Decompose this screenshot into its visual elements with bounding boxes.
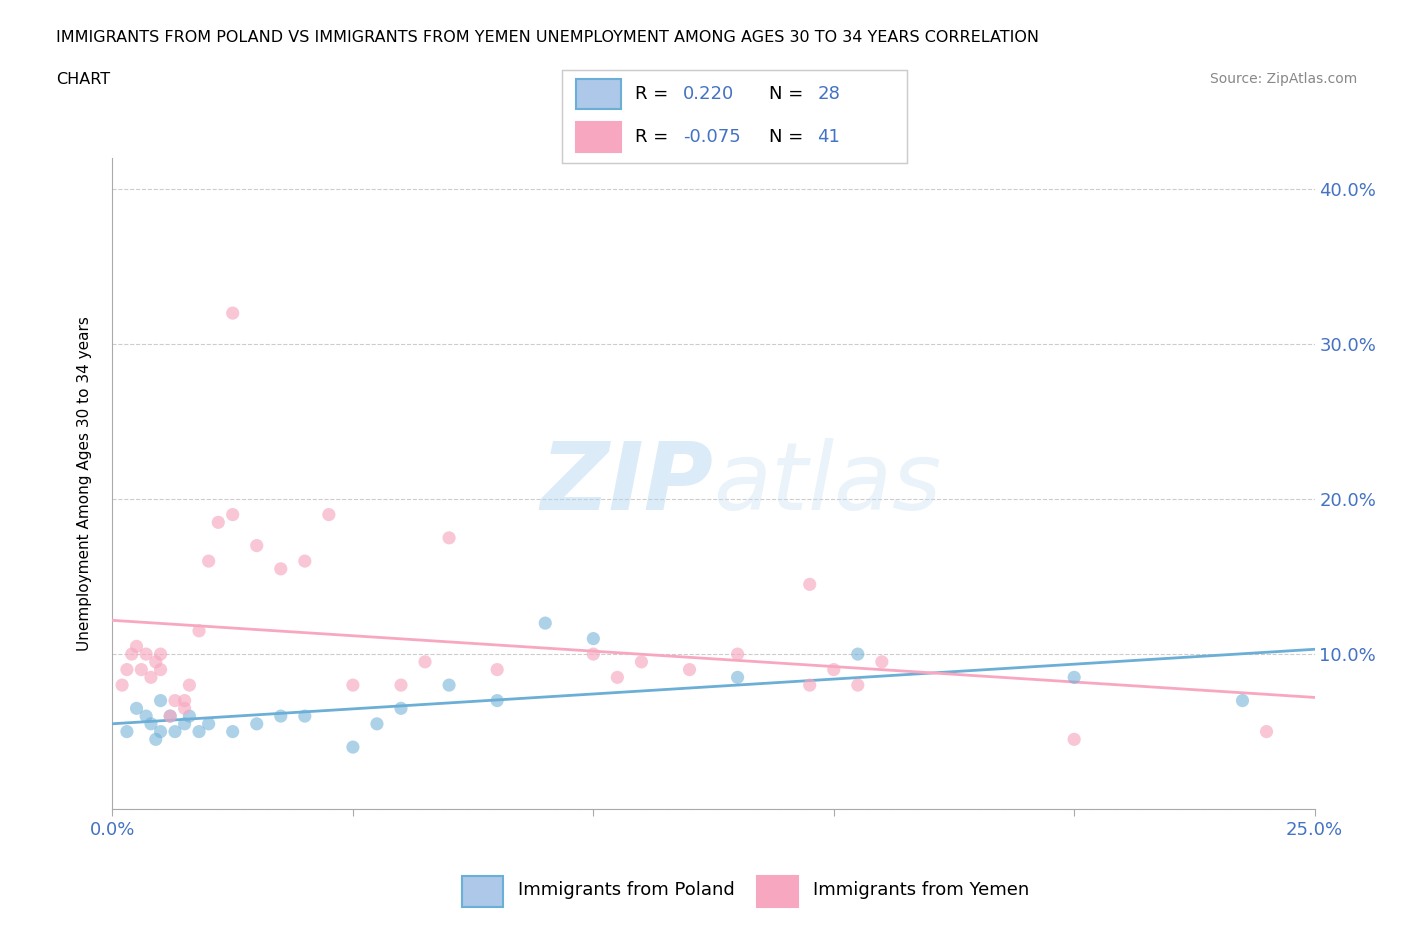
Point: [870, 655, 893, 670]
Text: Source: ZipAtlas.com: Source: ZipAtlas.com: [1209, 72, 1357, 86]
Text: CHART: CHART: [56, 72, 110, 86]
Point: [437, 678, 460, 693]
Point: [727, 670, 749, 684]
Point: [197, 553, 219, 568]
Point: [318, 507, 340, 522]
Point: [1232, 693, 1254, 708]
Text: Immigrants from Yemen: Immigrants from Yemen: [813, 882, 1029, 899]
Text: 28: 28: [817, 85, 841, 103]
Point: [188, 724, 211, 739]
Point: [197, 716, 219, 731]
Point: [246, 538, 269, 553]
Point: [630, 655, 652, 670]
Point: [727, 646, 749, 661]
Point: [135, 709, 157, 724]
Point: [678, 662, 700, 677]
Point: [342, 739, 364, 754]
Text: ZIP: ZIP: [541, 438, 713, 529]
Point: [413, 655, 436, 670]
Point: [163, 724, 186, 739]
Point: [222, 724, 245, 739]
Point: [366, 716, 388, 731]
Point: [125, 701, 148, 716]
Text: 0.220: 0.220: [683, 85, 734, 103]
Bar: [576, 79, 621, 109]
Point: [799, 577, 821, 591]
Point: [846, 678, 869, 693]
Point: [111, 678, 134, 693]
Bar: [461, 876, 503, 907]
Point: [222, 507, 245, 522]
Point: [270, 562, 292, 577]
Point: [145, 655, 167, 670]
Y-axis label: Unemployment Among Ages 30 to 34 years: Unemployment Among Ages 30 to 34 years: [77, 316, 91, 651]
Point: [159, 709, 181, 724]
Point: [222, 306, 245, 321]
Point: [294, 553, 316, 568]
Bar: [756, 876, 799, 907]
Point: [846, 646, 869, 661]
Point: [582, 631, 605, 646]
Point: [342, 678, 364, 693]
Point: [125, 639, 148, 654]
Text: Immigrants from Poland: Immigrants from Poland: [517, 882, 734, 899]
Point: [149, 646, 172, 661]
Point: [139, 716, 162, 731]
Point: [486, 662, 509, 677]
Text: R =: R =: [634, 85, 668, 103]
Point: [188, 623, 211, 638]
Point: [159, 709, 181, 724]
Point: [606, 670, 628, 684]
Point: [135, 646, 157, 661]
Point: [270, 709, 292, 724]
Text: R =: R =: [634, 127, 668, 146]
Point: [1256, 724, 1278, 739]
Point: [121, 646, 143, 661]
Point: [149, 693, 172, 708]
Point: [534, 616, 557, 631]
Point: [115, 724, 138, 739]
Point: [149, 724, 172, 739]
Point: [139, 670, 162, 684]
Point: [179, 709, 201, 724]
Point: [437, 530, 460, 545]
Text: N =: N =: [769, 85, 803, 103]
Point: [389, 701, 412, 716]
Point: [173, 716, 195, 731]
Point: [173, 701, 195, 716]
Point: [294, 709, 316, 724]
Text: N =: N =: [769, 127, 803, 146]
Text: -0.075: -0.075: [683, 127, 741, 146]
Point: [246, 716, 269, 731]
Text: IMMIGRANTS FROM POLAND VS IMMIGRANTS FROM YEMEN UNEMPLOYMENT AMONG AGES 30 TO 34: IMMIGRANTS FROM POLAND VS IMMIGRANTS FRO…: [56, 30, 1039, 45]
Point: [149, 662, 172, 677]
Point: [145, 732, 167, 747]
Point: [799, 678, 821, 693]
Point: [163, 693, 186, 708]
Point: [173, 693, 195, 708]
Point: [389, 678, 412, 693]
Point: [115, 662, 138, 677]
Point: [179, 678, 201, 693]
Point: [131, 662, 153, 677]
Text: atlas: atlas: [713, 438, 942, 529]
Point: [1063, 670, 1085, 684]
Bar: [576, 122, 621, 152]
Point: [582, 646, 605, 661]
Point: [823, 662, 845, 677]
Point: [1063, 732, 1085, 747]
Point: [486, 693, 509, 708]
Point: [207, 515, 229, 530]
Text: 41: 41: [817, 127, 841, 146]
